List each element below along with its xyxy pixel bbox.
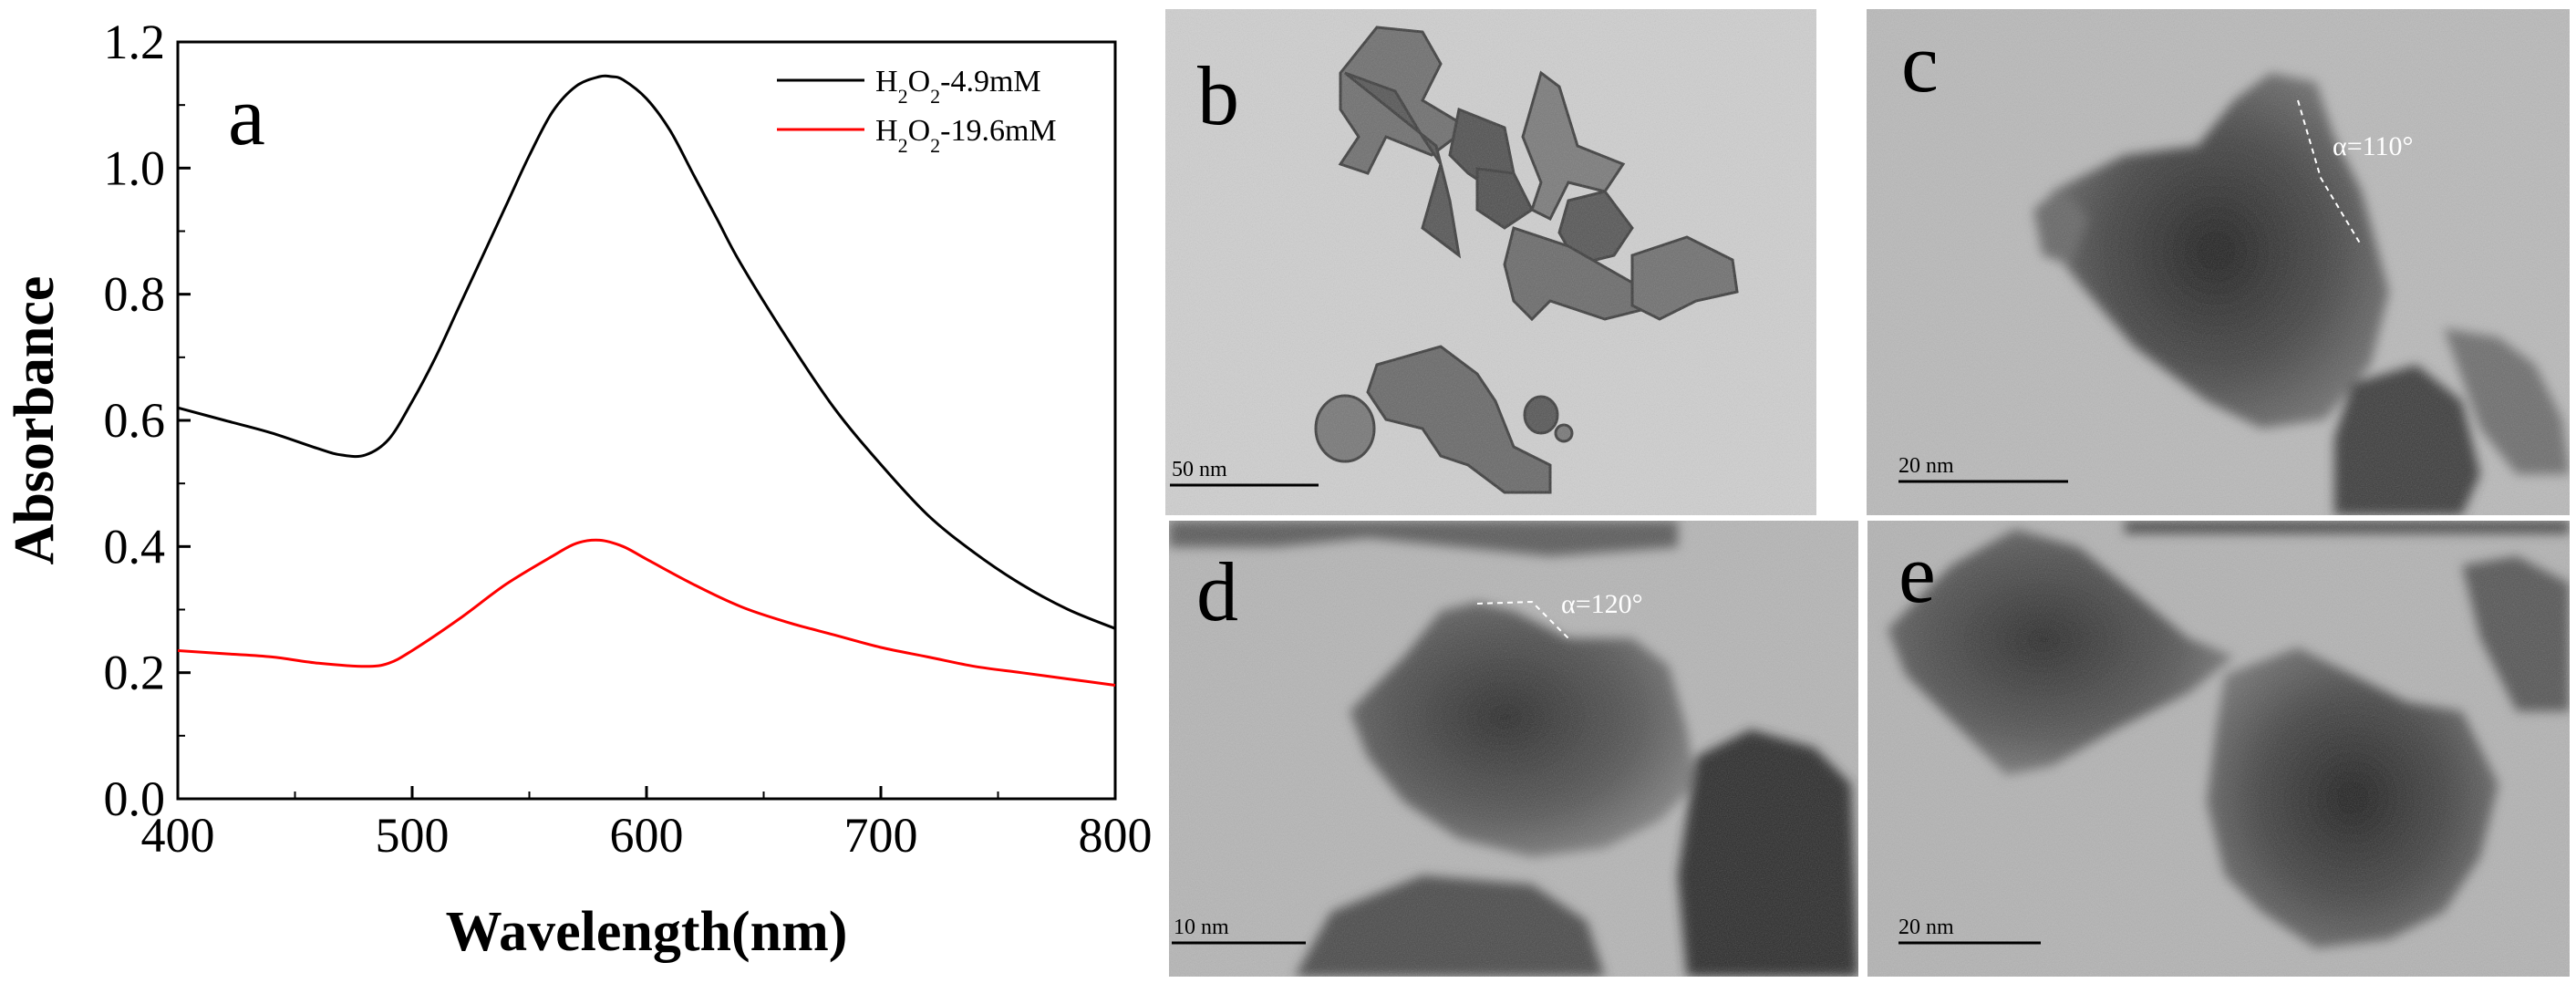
y-tick-label: 0.4 [104, 519, 166, 574]
micrograph-c [1866, 9, 2570, 515]
legend-entry-2: H2O2-19.6mM [875, 114, 1057, 157]
scale-label-e: 20 nm [1898, 916, 1954, 939]
angle-guide-d [1476, 600, 1569, 639]
x-tick-label: 800 [1079, 808, 1153, 863]
legend: H2O2-4.9mM H2O2-19.6mM [777, 65, 1057, 157]
micrograph-b [1164, 9, 1816, 515]
y-tick-label: 0.0 [104, 771, 166, 826]
series-line-2 [177, 538, 1116, 687]
plot-frame [176, 40, 1117, 801]
y-axis-ticks: 0.0 0.2 0.4 0.6 0.8 1.0 1.2 [104, 15, 191, 826]
angle-guide-c [2297, 99, 2363, 247]
x-tick-label: 400 [141, 808, 215, 863]
scale-label-c: 20 nm [1898, 454, 1954, 478]
series-layer [177, 74, 1116, 687]
micrograph-d [1169, 521, 1858, 977]
x-axis-ticks: 400 500 600 700 800 [141, 786, 1153, 863]
x-tick-label: 500 [376, 808, 450, 863]
legend-entry-1: H2O2-4.9mM [875, 65, 1041, 108]
panel-label-d: d [1196, 545, 1238, 638]
panel-label-c: c [1901, 16, 1939, 109]
scale-label-d: 10 nm [1174, 916, 1229, 939]
micrograph-e [1867, 521, 2570, 977]
y-tick-label: 0.2 [104, 646, 166, 700]
y-tick-label: 0.8 [104, 267, 166, 322]
panel-label-b: b [1197, 49, 1239, 142]
y-axis-title: Absorbance [4, 276, 66, 565]
angle-label-c: α=110° [2333, 131, 2414, 161]
y-tick-label: 1.2 [104, 15, 166, 69]
angle-label-d: α=120° [1561, 589, 1643, 619]
x-tick-label: 600 [610, 808, 684, 863]
absorbance-chart: 0.00.20.40.60.81.01.2 400 500 600 700 800 a … [4, 15, 1153, 963]
y-tick-label: 1.0 [104, 140, 166, 195]
panel-label-e: e [1898, 527, 1936, 620]
scale-label-b: 50 nm [1172, 458, 1227, 481]
series-line-1 [177, 74, 1116, 630]
y-tick-label: 0.6 [104, 393, 166, 448]
x-tick-label: 700 [844, 808, 918, 863]
panel-label-a: a [228, 69, 265, 162]
x-axis-title: Wavelength(nm) [446, 901, 848, 963]
